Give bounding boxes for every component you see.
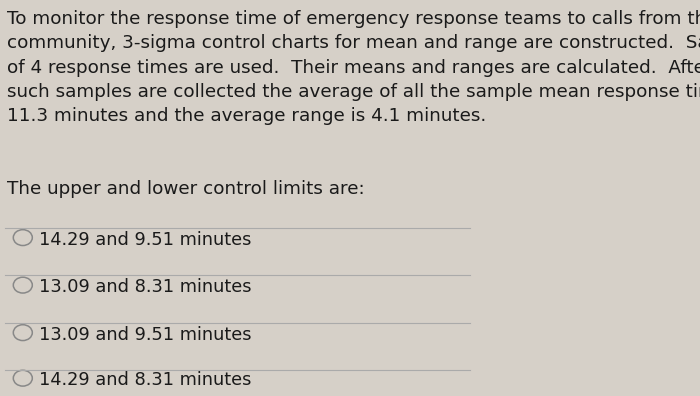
Text: 13.09 and 8.31 minutes: 13.09 and 8.31 minutes (39, 278, 252, 296)
Text: 14.29 and 8.31 minutes: 14.29 and 8.31 minutes (39, 371, 252, 389)
Text: 14.29 and 9.51 minutes: 14.29 and 9.51 minutes (39, 231, 252, 249)
Text: To monitor the response time of emergency response teams to calls from the local: To monitor the response time of emergenc… (7, 10, 700, 125)
Text: 13.09 and 9.51 minutes: 13.09 and 9.51 minutes (39, 326, 252, 344)
Text: The upper and lower control limits are:: The upper and lower control limits are: (7, 180, 365, 198)
